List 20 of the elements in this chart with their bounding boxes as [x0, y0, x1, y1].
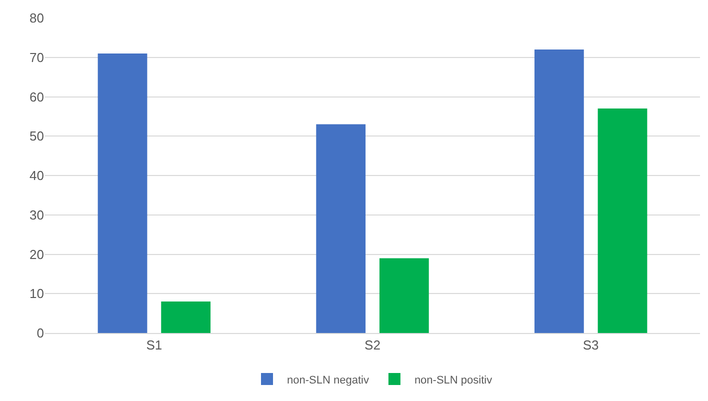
- x-tick-label: S1: [146, 338, 162, 353]
- y-tick-label: 70: [30, 50, 44, 65]
- y-tick-label: 60: [30, 89, 44, 104]
- legend-label: non-SLN positiv: [414, 374, 493, 386]
- y-tick-label: 10: [30, 286, 44, 302]
- bar: [161, 302, 211, 333]
- bar: [379, 258, 429, 333]
- y-tick-label: 50: [30, 128, 44, 144]
- bar: [98, 53, 148, 333]
- bar: [598, 108, 648, 333]
- bar: [534, 50, 584, 333]
- y-tick-label: 80: [30, 10, 44, 26]
- y-tick-label: 30: [30, 207, 44, 222]
- y-tick-label: 0: [36, 326, 44, 341]
- y-tick-label: 20: [30, 246, 44, 262]
- bar: [316, 124, 366, 333]
- legend-label: non-SLN negativ: [287, 374, 370, 386]
- x-tick-label: S3: [582, 338, 599, 353]
- x-tick-label: S2: [364, 338, 380, 353]
- y-tick-label: 40: [30, 168, 44, 184]
